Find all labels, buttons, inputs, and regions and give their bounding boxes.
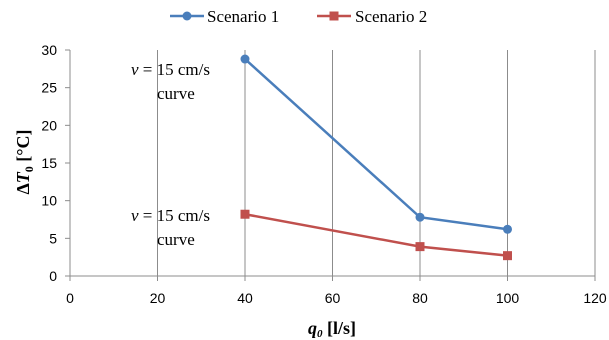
y-axis-sub: 0 bbox=[22, 166, 36, 172]
x-tick-label-60: 60 bbox=[325, 290, 341, 306]
series-line-scenario-1 bbox=[244, 58, 508, 231]
x-tick-label-40: 40 bbox=[237, 290, 253, 306]
legend-marker-scenario-1 bbox=[182, 11, 192, 21]
point-scenario-1-100 bbox=[503, 224, 512, 234]
y-axis-prefix: Δ bbox=[13, 183, 33, 194]
annotation-1-var: v bbox=[131, 60, 139, 79]
annotation-scenario-2: v = 15 cm/s bbox=[131, 206, 210, 225]
grid bbox=[157, 50, 596, 276]
tick-labels: 0 5 10 15 20 25 30 0 20 40 60 80 100 120 bbox=[41, 42, 606, 306]
x-axis-var: q bbox=[308, 318, 317, 338]
axes bbox=[65, 49, 596, 281]
y-axis-title: ΔT0 [°C] bbox=[13, 130, 36, 195]
legend: Scenario 1 Scenario 2 bbox=[170, 7, 427, 26]
series bbox=[240, 54, 512, 261]
y-axis-unit: [°C] bbox=[13, 130, 33, 167]
point-scenario-2-40 bbox=[240, 209, 250, 219]
y-axis-var: T bbox=[13, 171, 33, 183]
point-scenario-1-80 bbox=[415, 212, 425, 222]
annotation-2-rest: = 15 cm/s bbox=[139, 206, 210, 225]
legend-label-scenario-2: Scenario 2 bbox=[355, 7, 427, 26]
x-tick-label-120: 120 bbox=[583, 290, 607, 306]
y-tick-label-10: 10 bbox=[41, 193, 57, 209]
legend-marker-scenario-2 bbox=[329, 11, 339, 21]
legend-label-scenario-1: Scenario 1 bbox=[207, 7, 279, 26]
point-scenario-2-100 bbox=[503, 251, 512, 261]
x-axis-title: q0 [l/s] bbox=[308, 318, 356, 340]
y-tick-label-30: 30 bbox=[41, 42, 57, 58]
y-tick-label-0: 0 bbox=[49, 268, 57, 284]
y-tick-label-15: 15 bbox=[41, 155, 57, 171]
x-axis-unit: [l/s] bbox=[323, 318, 357, 338]
y-tick-label-5: 5 bbox=[49, 230, 57, 246]
point-scenario-2-80 bbox=[415, 242, 425, 252]
annotation-scenario-2-line2: curve bbox=[157, 230, 195, 249]
x-axis-sub: 0 bbox=[317, 328, 323, 340]
annotation-1-rest: = 15 cm/s bbox=[139, 60, 210, 79]
legend-item-scenario-2: Scenario 2 bbox=[317, 7, 427, 26]
annotation-scenario-1-line2: curve bbox=[157, 84, 195, 103]
legend-item-scenario-1: Scenario 1 bbox=[170, 7, 279, 26]
annotation-2-var: v bbox=[131, 206, 139, 225]
y-tick-label-20: 20 bbox=[41, 117, 57, 133]
annotation-scenario-1: v = 15 cm/s bbox=[131, 60, 210, 79]
series-line-scenario-2 bbox=[244, 212, 508, 257]
x-tick-label-100: 100 bbox=[496, 290, 520, 306]
x-tick-label-20: 20 bbox=[150, 290, 166, 306]
point-scenario-1-40 bbox=[240, 54, 250, 64]
x-tick-label-0: 0 bbox=[66, 290, 74, 306]
x-tick-label-80: 80 bbox=[412, 290, 428, 306]
y-tick-label-25: 25 bbox=[41, 80, 57, 96]
